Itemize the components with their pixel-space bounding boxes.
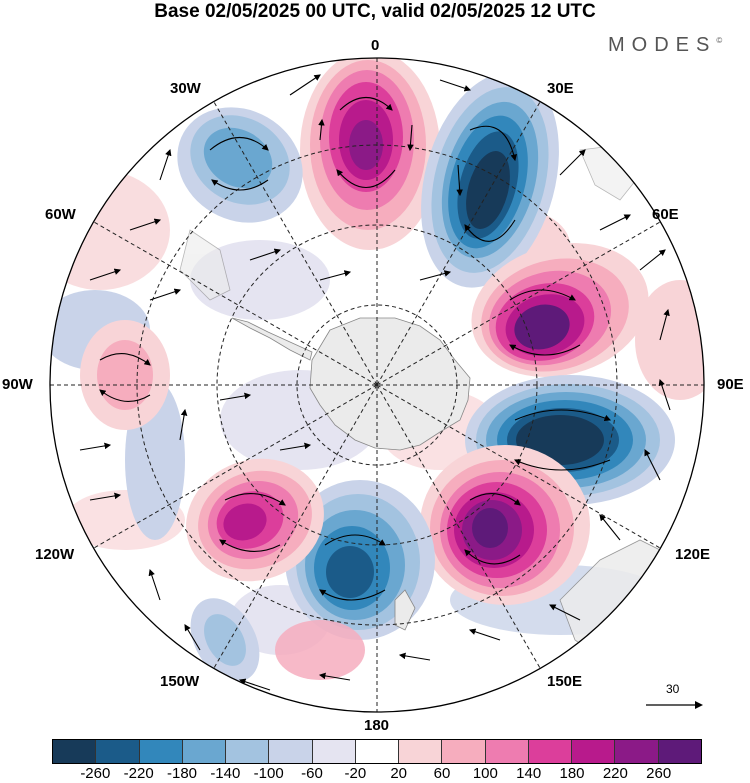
anomaly-positive-140W: [186, 458, 324, 582]
lon-label-30w: 30W: [170, 80, 201, 97]
graticule: [50, 58, 704, 712]
brand-mark: ©: [716, 36, 723, 45]
colorbar-segment: [182, 740, 227, 763]
lon-label-150w: 150W: [160, 673, 200, 690]
colorbar-segment: [269, 740, 313, 763]
colorbar-segment: [572, 740, 616, 763]
colorbar-segment: [528, 740, 573, 763]
colorbar-tick-label: 100: [472, 765, 498, 782]
map-boundary: [49, 57, 705, 713]
colorbar-segment: [442, 740, 486, 763]
colorbar-tick-label: 220: [602, 765, 628, 782]
lon-label-60e: 60E: [652, 206, 679, 223]
colorbar-tick-label: -20: [344, 765, 367, 782]
colorbar-tick-label: -260: [80, 765, 111, 782]
brand-logo: MODES©: [608, 34, 722, 57]
colorbar-tick-label: 20: [390, 765, 407, 782]
colorbar-tick-label: -100: [253, 765, 284, 782]
lon-label-30e: 30E: [547, 80, 574, 97]
anomaly-positive-140E: [420, 445, 590, 605]
colorbar-segment: [139, 740, 183, 763]
colorbar-segment: [615, 740, 659, 763]
lon-label-0: 0: [371, 37, 380, 54]
colorbar-segment: [658, 740, 701, 763]
reference-vector-arrow: [646, 701, 703, 709]
polar-map: [49, 57, 705, 713]
lon-label-180: 180: [364, 717, 390, 734]
colorbar-tick-label: 60: [433, 765, 451, 782]
anomaly-negative-150W: [190, 598, 260, 682]
colorbar-segment: [96, 740, 140, 763]
colorbar-tick-label: 260: [646, 765, 672, 782]
lon-label-120e: 120E: [675, 546, 711, 563]
colorbar-tick-label: -60: [301, 765, 323, 782]
colorbar-segment: [355, 740, 400, 763]
wind-vectors: [79, 68, 671, 691]
colorbar: [52, 739, 702, 764]
anomaly-positive-0E: [300, 58, 440, 250]
colorbar-tick-label: -220: [123, 765, 154, 782]
lon-label-120w: 120W: [35, 546, 75, 563]
brand-name: MODES: [608, 34, 717, 56]
lon-label-90w: 90W: [2, 376, 33, 393]
colorbar-segment: [53, 740, 97, 763]
anomaly-negative-30E: [421, 72, 559, 288]
south-america-landmass: [179, 229, 231, 301]
antarctic-peninsula: [231, 317, 313, 361]
lon-label-90e: 90E: [717, 376, 744, 393]
colorbar-tick-label: -180: [166, 765, 198, 782]
anomaly-field: [50, 58, 704, 712]
reference-vector-label: 30: [666, 682, 680, 696]
lon-label-60w: 60W: [45, 206, 76, 223]
anomaly-positive-90W: [80, 320, 170, 430]
colorbar-labels: -260 -220 -180 -140 -100 -60 -20 20 60 100 140 180 2…: [52, 765, 702, 783]
colorbar-tick-label: -140: [210, 765, 241, 782]
colorbar-tick-label: 140: [516, 765, 542, 782]
colorbar-segment: [226, 740, 270, 763]
map-title: Base 02/05/2025 00 UTC, valid 02/05/2025…: [154, 1, 596, 22]
antarctica-landmass: [309, 317, 471, 451]
new-zealand-landmass: [394, 589, 416, 631]
colorbar-segment: [399, 740, 443, 763]
lon-label-150e: 150E: [547, 673, 583, 690]
colorbar-segment: [485, 740, 529, 763]
colorbar-segment: [312, 740, 356, 763]
colorbar-tick-label: 180: [559, 765, 585, 782]
